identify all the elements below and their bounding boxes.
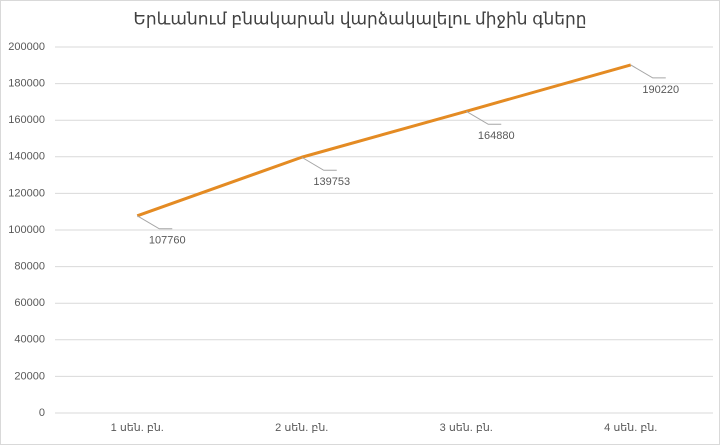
y-tick-label: 160000: [8, 114, 45, 126]
y-tick-label: 140000: [8, 151, 45, 163]
y-tick-label: 0: [39, 407, 45, 419]
y-tick-label: 40000: [14, 334, 45, 346]
y-tick-label: 80000: [14, 261, 45, 273]
y-tick-label: 120000: [8, 187, 45, 199]
y-tick-label: 200000: [8, 41, 45, 53]
data-label: 190220: [642, 84, 679, 96]
x-tick-label: 4 սեն. բն.: [604, 422, 657, 434]
data-label: 139753: [313, 176, 350, 188]
x-tick-label: 1 սեն. բն.: [111, 422, 164, 434]
leader-line: [136, 215, 173, 230]
chart-title: Երևանում բնակարան վարձակալելու միջին գնե…: [133, 9, 586, 28]
leader-line: [301, 156, 337, 171]
y-tick-label: 180000: [8, 78, 45, 90]
data-line: [136, 63, 632, 218]
y-tick-label: 20000: [14, 370, 45, 382]
data-label: 107760: [149, 235, 186, 247]
y-tick-label: 100000: [8, 224, 45, 236]
y-tick-label: 60000: [14, 297, 45, 309]
leader-line: [630, 64, 666, 79]
data-label: 164880: [478, 130, 515, 142]
x-tick-label: 3 սեն. բն.: [440, 422, 493, 434]
x-tick-label: 2 սեն. բն.: [275, 422, 328, 434]
leader-line: [465, 110, 502, 125]
